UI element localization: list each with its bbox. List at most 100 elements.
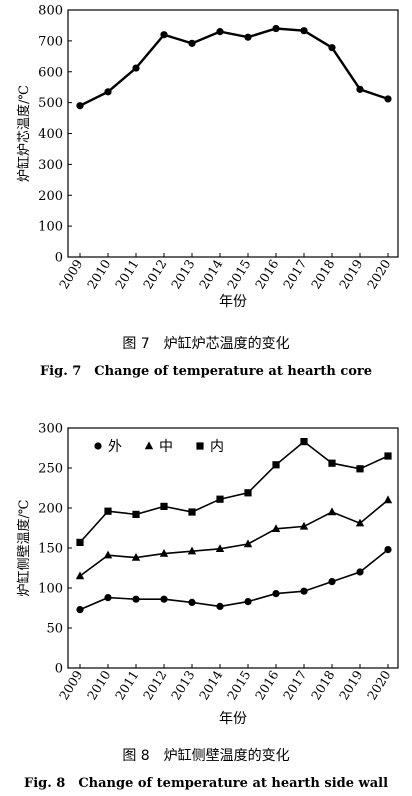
chart1-x-tick-label: 2019 <box>336 257 366 292</box>
chart2-series-2-point <box>104 507 112 515</box>
chart1-y-tick-label: 700 <box>38 34 63 49</box>
chart1-series-0-point <box>216 28 224 36</box>
chart2-series-0-point <box>384 546 392 554</box>
hearth-core-temperature-chart: 0100200300400500600700800200920102011201… <box>16 4 399 310</box>
chart2-legend-marker-2 <box>196 442 204 450</box>
chart2-series-1-point <box>327 507 337 516</box>
chart2-series-2-point <box>160 502 168 510</box>
chart2-series-1-point <box>75 571 85 580</box>
chart2-series-1-point <box>215 544 225 552</box>
chart1-y-axis-title: 炉缸炉芯温度/℃ <box>16 85 32 182</box>
chart2-series-1-point <box>355 518 365 527</box>
chart2-y-tick-label: 50 <box>46 622 63 637</box>
chart1-series-0-point <box>328 44 336 52</box>
chart2-series-0-point <box>132 595 140 603</box>
chart1-series-0-point <box>300 27 308 35</box>
chart2-legend-label-1: 中 <box>159 439 173 455</box>
chart2-series-1-point <box>187 546 197 555</box>
hearth-side-wall-temperature-chart: 0501001502002503002009201020112012201320… <box>16 422 399 727</box>
chart2-y-axis-title: 炉缸侧壁温度/℃ <box>16 500 32 597</box>
chart2-series-2-point <box>244 489 252 497</box>
chart1-x-axis-title: 年份 <box>219 294 247 310</box>
chart2-x-tick-label: 2013 <box>168 668 198 703</box>
chart2-series-2-line <box>79 440 389 543</box>
chart1-y-tick-label: 500 <box>38 96 63 111</box>
chart1-x-tick-label: 2013 <box>168 257 198 292</box>
chart2-legend-marker-1 <box>144 441 154 450</box>
chart1-series-0-point <box>76 102 84 110</box>
chart2-x-tick-label: 2018 <box>308 668 338 703</box>
chart1-x-tick-label: 2014 <box>196 257 226 292</box>
chart2-series-1-point <box>103 550 113 559</box>
chart2-series-0-point <box>216 602 224 610</box>
chart2-series-0-point <box>160 595 168 603</box>
chart1-series-0-point <box>244 33 252 41</box>
figure8-caption-en: Fig. 8 Change of temperature at hearth s… <box>23 776 389 791</box>
chart2-series-0-point <box>356 568 364 576</box>
chart2-y-tick-label: 300 <box>38 422 63 437</box>
chart2-series-0-point <box>76 606 84 614</box>
chart2-y-tick-label: 100 <box>38 582 63 597</box>
chart2-x-tick-label: 2012 <box>140 668 170 703</box>
figure8-caption-cn: 图 8 炉缸侧壁温度的变化 <box>122 748 290 764</box>
figure7-caption-en: Fig. 7 Change of temperature at hearth c… <box>39 364 373 379</box>
chart2-series-2-point <box>356 465 364 473</box>
chart2-series-0-point <box>104 594 112 602</box>
chart2-x-tick-label: 2015 <box>224 668 254 703</box>
chart2-legend-marker-0 <box>94 442 102 450</box>
chart2-series-2-point <box>272 461 280 469</box>
figure7-caption-cn: 图 7 炉缸炉芯温度的变化 <box>122 336 290 352</box>
chart1-y-tick-label: 0 <box>55 251 63 266</box>
chart1-series-0-point <box>104 88 112 96</box>
chart1-plot-frame <box>67 9 399 258</box>
chart1-series-0-point <box>356 85 364 93</box>
chart2-y-tick-label: 250 <box>38 462 63 477</box>
chart1-x-tick-label: 2018 <box>308 257 338 292</box>
chart2-series-2-point <box>328 459 336 467</box>
chart2-series-1-line <box>79 499 389 577</box>
chart2-series-1-point <box>271 524 281 532</box>
chart1-x-tick-label: 2016 <box>252 257 282 292</box>
chart2-series-1-point <box>383 495 393 504</box>
chart1-x-tick-label: 2015 <box>224 257 254 292</box>
chart2-x-tick-label: 2020 <box>364 668 394 703</box>
chart1-series-0-point <box>132 64 140 72</box>
chart2-x-tick-label: 2014 <box>196 668 226 703</box>
chart1-series-0-point <box>384 95 392 103</box>
chart2-series-1-point <box>299 521 309 530</box>
chart2-x-axis-title: 年份 <box>219 711 247 727</box>
chart1-x-tick-label: 2011 <box>112 257 142 292</box>
chart2-series-2-point <box>384 452 392 460</box>
chart1-y-tick-label: 100 <box>38 220 63 235</box>
chart2-x-tick-label: 2011 <box>112 668 142 703</box>
chart2-series-0-point <box>188 598 196 606</box>
chart1-y-tick-label: 800 <box>38 4 63 19</box>
chart2-y-tick-label: 200 <box>38 502 63 517</box>
chart2-y-tick-label: 0 <box>55 662 63 677</box>
chart2-y-tick-label: 150 <box>38 542 63 557</box>
chart2-x-tick-label: 2016 <box>252 668 282 703</box>
chart1-y-tick-label: 400 <box>38 127 63 142</box>
chart2-plot-frame <box>67 427 399 669</box>
chart2-x-tick-label: 2010 <box>84 668 114 703</box>
chart2-series-1-point <box>159 549 169 557</box>
chart1-x-tick-label: 2017 <box>280 257 310 292</box>
chart1-y-tick-label: 300 <box>38 158 63 173</box>
chart1-y-tick-label: 200 <box>38 189 63 204</box>
chart1-series-0-point <box>160 31 168 39</box>
chart1-y-tick-label: 600 <box>38 65 63 80</box>
chart2-series-0-point <box>328 578 336 586</box>
chart2-series-0-point <box>300 587 308 595</box>
chart2-series-1-point <box>131 553 141 561</box>
chart2-series-2-point <box>216 495 224 503</box>
chart1-series-0-point <box>188 39 196 47</box>
chart1-series-0-line <box>79 27 389 107</box>
chart2-legend-label-0: 外 <box>108 439 122 455</box>
chart2-series-1-point <box>243 539 253 548</box>
chart2-x-tick-label: 2017 <box>280 668 310 703</box>
chart1-x-tick-label: 2010 <box>84 257 114 292</box>
chart2-series-2-point <box>76 538 84 546</box>
chart1-x-tick-label: 2020 <box>364 257 394 292</box>
chart2-series-2-point <box>132 510 140 518</box>
chart2-series-0-line <box>79 548 389 611</box>
